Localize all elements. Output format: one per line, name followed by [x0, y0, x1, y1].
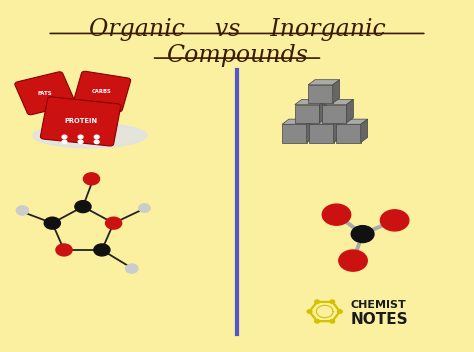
Circle shape — [94, 135, 99, 139]
Circle shape — [330, 320, 335, 323]
Circle shape — [322, 204, 351, 225]
Polygon shape — [319, 99, 327, 123]
Circle shape — [126, 264, 138, 273]
Polygon shape — [333, 80, 340, 103]
Circle shape — [83, 173, 100, 185]
Text: FATS: FATS — [37, 91, 53, 96]
Circle shape — [44, 217, 60, 229]
Polygon shape — [282, 119, 314, 124]
Circle shape — [330, 300, 335, 303]
Polygon shape — [282, 124, 307, 143]
Circle shape — [339, 250, 367, 271]
Circle shape — [94, 140, 99, 144]
Text: PROTEIN: PROTEIN — [64, 118, 97, 125]
Circle shape — [16, 206, 28, 215]
Circle shape — [78, 135, 83, 139]
Text: NOTES: NOTES — [351, 312, 409, 327]
Polygon shape — [346, 99, 354, 123]
Circle shape — [75, 201, 91, 213]
Polygon shape — [361, 119, 368, 143]
FancyBboxPatch shape — [15, 72, 75, 115]
Circle shape — [307, 310, 312, 313]
Polygon shape — [308, 85, 333, 103]
Text: CHEMIST: CHEMIST — [351, 300, 407, 310]
Circle shape — [78, 140, 83, 144]
Circle shape — [315, 320, 319, 323]
FancyBboxPatch shape — [40, 97, 121, 146]
Polygon shape — [295, 99, 327, 105]
Polygon shape — [322, 99, 354, 105]
Text: Compounds: Compounds — [166, 44, 308, 67]
Polygon shape — [336, 124, 361, 143]
Circle shape — [56, 244, 72, 256]
FancyBboxPatch shape — [73, 71, 131, 112]
Circle shape — [62, 135, 67, 139]
Circle shape — [337, 310, 342, 313]
Polygon shape — [308, 80, 340, 85]
Circle shape — [106, 217, 122, 229]
Circle shape — [94, 244, 110, 256]
Circle shape — [381, 210, 409, 231]
Ellipse shape — [33, 123, 147, 148]
Polygon shape — [307, 119, 314, 143]
Circle shape — [315, 300, 319, 303]
Circle shape — [62, 140, 67, 144]
Text: Organic    vs    Inorganic: Organic vs Inorganic — [89, 18, 385, 40]
Polygon shape — [334, 119, 341, 143]
Polygon shape — [336, 119, 368, 124]
Circle shape — [351, 226, 374, 243]
Polygon shape — [295, 105, 319, 123]
Circle shape — [139, 204, 150, 212]
Polygon shape — [309, 124, 334, 143]
Text: CARBS: CARBS — [92, 89, 112, 94]
Polygon shape — [309, 119, 341, 124]
Polygon shape — [322, 105, 346, 123]
